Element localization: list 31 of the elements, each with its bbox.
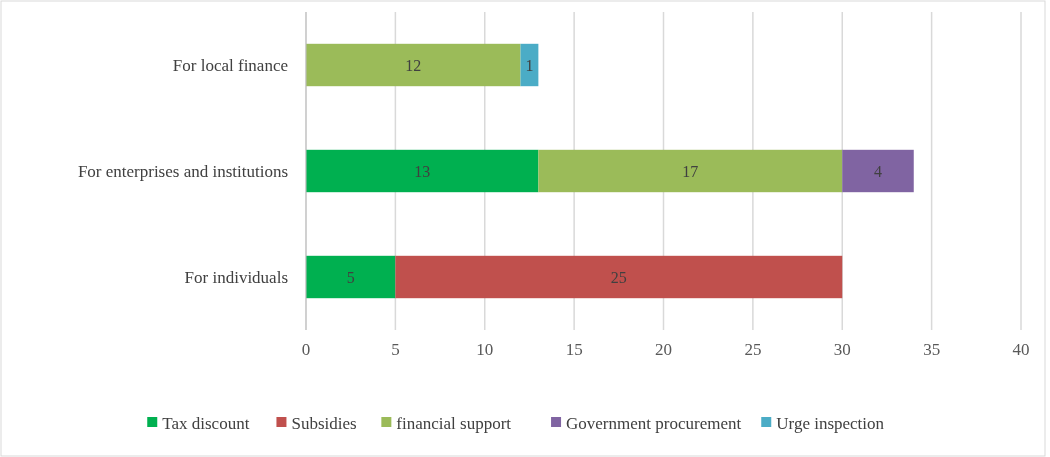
bar [306, 255, 396, 299]
bar [395, 255, 843, 299]
legend-label: Tax discount [162, 413, 250, 433]
x-tick-label: 35 [923, 340, 941, 359]
data-label: 17 [682, 162, 699, 180]
y-tick-label: For enterprises and institutions [77, 161, 288, 181]
legend-label: financial support [396, 413, 512, 433]
bar [306, 43, 521, 87]
y-tick-label: For local finance [172, 55, 288, 75]
data-label: 25 [610, 268, 627, 286]
x-tick-label: 20 [655, 340, 672, 359]
data-label: 5 [346, 268, 355, 286]
x-tick-label: 15 [565, 340, 583, 359]
legend-label: Urge inspection [776, 413, 885, 433]
bar [842, 149, 914, 193]
x-tick-label: 5 [391, 340, 400, 359]
x-tick-label: 0 [301, 340, 311, 359]
bar [306, 149, 539, 193]
legend-label: Government procurement [566, 413, 742, 433]
legend-label: Subsidies [291, 413, 357, 433]
y-tick-label: For individuals [184, 267, 288, 287]
data-label: 12 [405, 56, 422, 74]
x-tick-label: 25 [744, 340, 762, 359]
bar [520, 43, 539, 87]
x-tick-label: 30 [833, 340, 851, 359]
data-label: 1 [525, 56, 534, 74]
bar [538, 149, 843, 193]
x-tick-label: 10 [476, 340, 494, 359]
x-tick-label: 40 [1012, 340, 1030, 359]
data-label: 13 [414, 162, 431, 180]
data-label: 4 [874, 162, 882, 180]
